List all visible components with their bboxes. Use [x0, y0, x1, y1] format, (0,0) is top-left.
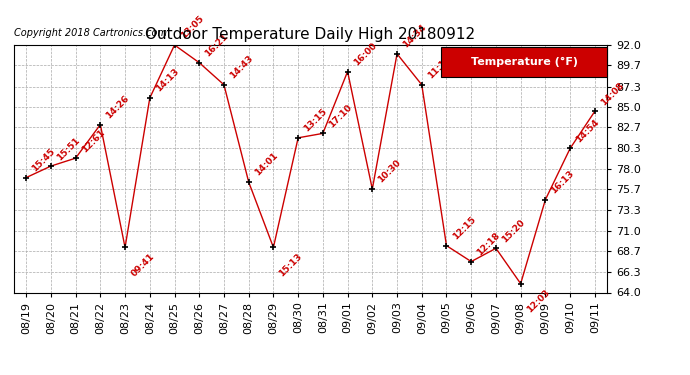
- Text: 15:51: 15:51: [55, 135, 81, 162]
- Text: Temperature (°F): Temperature (°F): [471, 57, 578, 68]
- Text: 09:41: 09:41: [129, 251, 156, 278]
- Text: Copyright 2018 Cartronics.com: Copyright 2018 Cartronics.com: [14, 28, 167, 38]
- Title: Outdoor Temperature Daily High 20180912: Outdoor Temperature Daily High 20180912: [146, 27, 475, 42]
- Text: 12:18: 12:18: [475, 231, 502, 257]
- Text: 16:00: 16:00: [352, 41, 378, 68]
- Text: 10:30: 10:30: [377, 159, 403, 185]
- FancyBboxPatch shape: [441, 48, 607, 77]
- Text: 12:03: 12:03: [525, 288, 551, 314]
- Text: 16:21: 16:21: [204, 32, 230, 58]
- Text: 14:26: 14:26: [104, 94, 131, 120]
- Text: 14:43: 14:43: [228, 54, 255, 81]
- Text: 15:13: 15:13: [277, 251, 304, 278]
- Text: 13:05: 13:05: [179, 14, 205, 41]
- Text: 12:61: 12:61: [80, 128, 106, 154]
- Text: 12:15: 12:15: [451, 215, 477, 242]
- Text: 14:01: 14:01: [253, 151, 279, 178]
- Text: 15:45: 15:45: [30, 147, 57, 173]
- Text: 16:13: 16:13: [549, 169, 576, 195]
- Text: 15:20: 15:20: [500, 217, 526, 244]
- Text: 14:34: 14:34: [401, 23, 428, 50]
- Text: 14:08: 14:08: [599, 81, 626, 107]
- Text: 17:10: 17:10: [327, 103, 354, 129]
- Text: 14:54: 14:54: [574, 117, 601, 144]
- Text: 14:13: 14:13: [154, 67, 181, 94]
- Text: 11:19: 11:19: [426, 54, 453, 81]
- Text: 13:15: 13:15: [302, 107, 329, 134]
